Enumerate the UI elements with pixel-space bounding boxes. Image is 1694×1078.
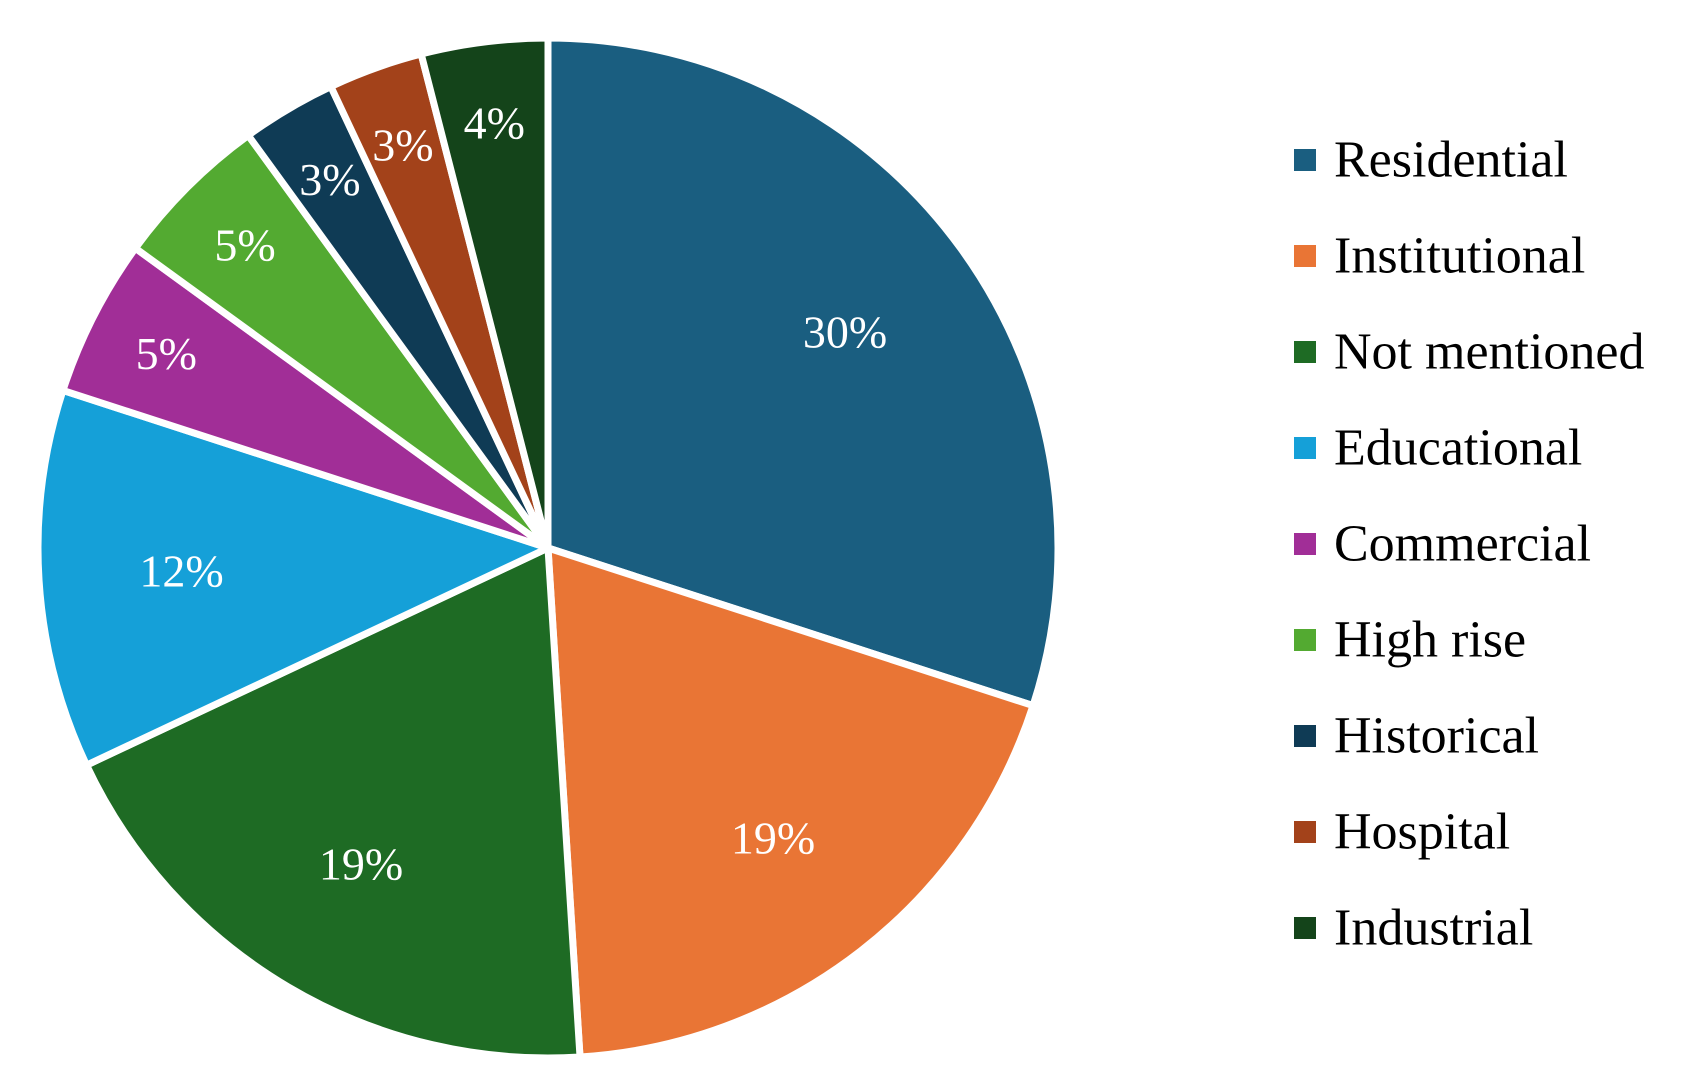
pie-slices [34, 34, 1062, 1062]
legend-swatch-industrial [1294, 917, 1316, 939]
legend-swatch-commercial [1294, 533, 1316, 555]
data-label-commercial: 5% [136, 328, 197, 379]
pie-data-labels: 30% 19% 19% 12% 5% 5% 3%3% 4% [136, 97, 888, 889]
legend-label-commercial: Commercial [1334, 516, 1591, 573]
pie-slice-industrial [417, 34, 552, 552]
legend-swatch-institutional [1294, 245, 1316, 267]
legend-swatch-high-rise [1294, 629, 1316, 651]
pie-slice-educational [34, 386, 552, 769]
legend-swatch-educational [1294, 437, 1316, 459]
data-label-industrial: 4% [464, 97, 525, 148]
pie-slice-residential [544, 34, 1062, 710]
legend-swatch-hospital [1294, 821, 1316, 843]
legend-label-educational: Educational [1334, 420, 1582, 477]
data-label-educational: 12% [139, 546, 223, 597]
data-label-hospital: 3% [372, 119, 433, 170]
legend-label-industrial: Industrial [1334, 900, 1533, 957]
legend-swatch-not-mentioned [1294, 341, 1316, 363]
legend-label-hospital: Hospital [1334, 804, 1510, 861]
data-label-high-rise: 5% [214, 220, 275, 271]
data-label-not-mentioned: 19% [319, 839, 403, 890]
data-label-historical: 3% [299, 154, 360, 205]
legend-swatch-historical [1294, 725, 1316, 747]
legend-label-historical: Historical [1334, 708, 1539, 765]
legend-swatch-residential [1294, 149, 1316, 171]
legend-label-high-rise: High rise [1334, 612, 1526, 669]
data-label-residential: 30% [803, 307, 887, 358]
legend-label-institutional: Institutional [1334, 228, 1585, 285]
legend-label-residential: Residential [1334, 132, 1568, 189]
pie-slice-institutional [544, 544, 1037, 1061]
legend: Residential Institutional Not mentioned Edu… [1294, 132, 1645, 957]
data-label-institutional: 19% [731, 813, 815, 864]
pie-slice-not-mentioned [83, 544, 584, 1062]
legend-label-not-mentioned: Not mentioned [1334, 324, 1645, 381]
